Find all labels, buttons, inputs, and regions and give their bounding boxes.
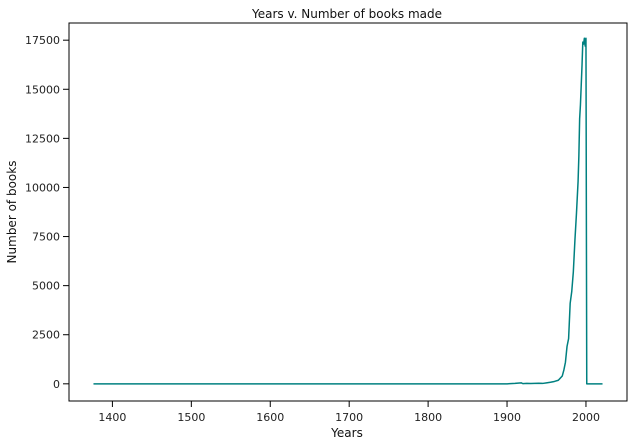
- x-tick-label: 1700: [335, 411, 363, 424]
- y-tick-label: 0: [53, 378, 60, 391]
- y-axis: 0 2500 5000 7500 10000 12500 15000 17500: [25, 34, 69, 391]
- x-tick-label: 1600: [256, 411, 284, 424]
- x-tick-label: 1900: [493, 411, 521, 424]
- x-tick-label: 1500: [177, 411, 205, 424]
- y-axis-label: Number of books: [5, 161, 19, 264]
- x-axis: 1400 1500 1600 1700 1800 1900 2000: [98, 401, 600, 424]
- y-tick-label: 7500: [32, 231, 60, 244]
- y-tick-label: 17500: [25, 34, 60, 47]
- x-tick-label: 1400: [98, 411, 126, 424]
- plot-frame: [68, 22, 628, 402]
- x-tick-label: 1800: [414, 411, 442, 424]
- series-line-0: [93, 37, 603, 385]
- x-tick-label: 2000: [572, 411, 600, 424]
- chart-title: Years v. Number of books made: [251, 7, 442, 21]
- plot-area: [93, 37, 603, 385]
- y-tick-label: 10000: [25, 181, 60, 194]
- y-tick-label: 15000: [25, 83, 60, 96]
- y-tick-label: 5000: [32, 280, 60, 293]
- y-tick-label: 2500: [32, 329, 60, 342]
- y-tick-label: 12500: [25, 132, 60, 145]
- x-axis-label: Years: [330, 426, 363, 440]
